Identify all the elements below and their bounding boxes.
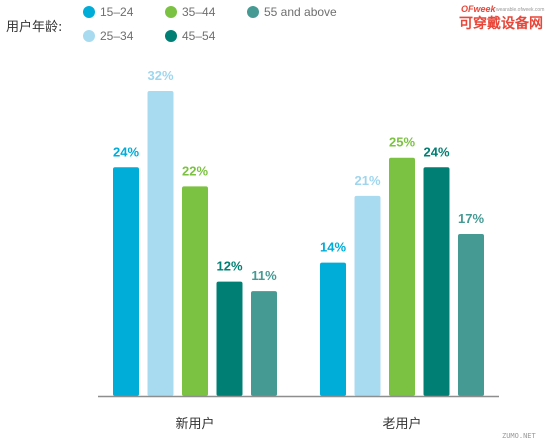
category-labels: 新用户 老用户 xyxy=(175,416,421,432)
legend-swatch xyxy=(165,30,177,42)
legend-swatch xyxy=(165,6,177,18)
data-label: 21% xyxy=(354,173,380,188)
legend-label: 25–34 xyxy=(100,29,134,43)
bar-new-series-2 xyxy=(147,91,174,396)
legend-label: 15–24 xyxy=(100,5,134,19)
legend: 用户年龄: 15–24 35–44 55 and above 25–34 45–54 xyxy=(6,5,337,43)
bar-old-series-4 xyxy=(423,167,450,396)
legend-swatch xyxy=(83,30,95,42)
legend-label: 55 and above xyxy=(264,5,337,19)
data-label: 12% xyxy=(216,259,242,274)
bar-old-series-1 xyxy=(320,262,346,396)
data-label: 11% xyxy=(251,268,277,283)
data-label: 24% xyxy=(113,144,139,159)
legend-label: 35–44 xyxy=(182,5,216,19)
data-label: 24% xyxy=(423,144,449,159)
category-label: 老用户 xyxy=(382,416,421,432)
data-label: 22% xyxy=(182,163,208,178)
watermark-corner: ZUMO.NET xyxy=(502,432,537,440)
watermark: OFweek wearable.ofweek.com 可穿戴设备网 ZUMO.N… xyxy=(459,4,544,440)
watermark-logo: OFweek xyxy=(461,4,497,14)
data-label: 32% xyxy=(147,68,173,83)
legend-swatch xyxy=(247,6,259,18)
legend-swatch xyxy=(83,6,95,18)
bar-old-series-2 xyxy=(354,195,381,396)
data-labels: 24% 32% 22% 12% 11% 14% 21% 25% 24% 17% xyxy=(113,68,484,283)
watermark-url: wearable.ofweek.com xyxy=(496,7,544,13)
bar-new-series-4 xyxy=(216,281,243,396)
bar-new-series-3 xyxy=(182,186,208,396)
data-label: 25% xyxy=(389,135,415,150)
bar-old-series-3 xyxy=(389,157,415,396)
bar-new-series-1 xyxy=(113,167,139,396)
legend-label: 45–54 xyxy=(182,29,216,43)
data-label: 14% xyxy=(320,240,346,255)
bar-old-series-5 xyxy=(458,233,484,396)
data-label: 17% xyxy=(458,211,484,226)
category-label: 新用户 xyxy=(175,416,214,432)
bar-new-series-5 xyxy=(251,291,277,396)
bars xyxy=(113,91,484,396)
watermark-brand: 可穿戴设备网 xyxy=(459,15,543,32)
legend-title: 用户年龄: xyxy=(6,19,62,35)
